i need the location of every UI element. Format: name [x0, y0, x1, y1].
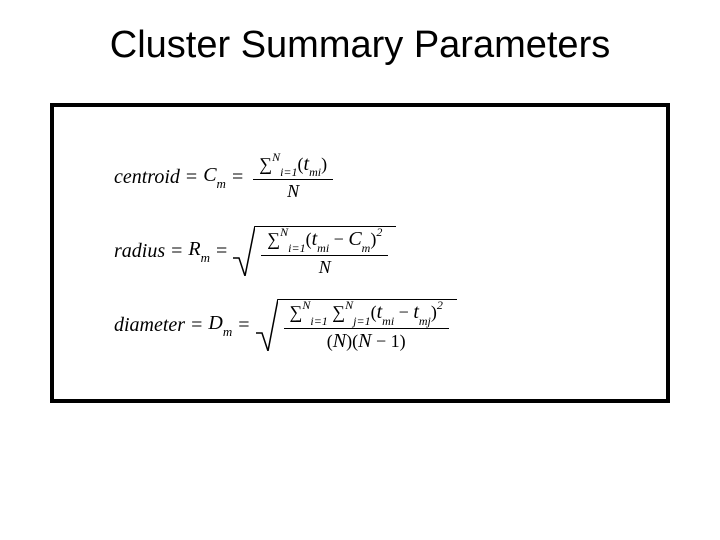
centroid-symbol: Cm	[203, 164, 226, 189]
diameter-label: diameter	[114, 314, 185, 337]
diameter-denominator: (N)(N − 1)	[321, 329, 412, 354]
radius-sqrt-body: ∑Ni=1(tmi − Cm)2 N	[255, 226, 396, 276]
slide: Cluster Summary Parameters centroid = Cm…	[0, 0, 720, 540]
formula-box: centroid = Cm = ∑Ni=1(tmi) N radius = Rm…	[50, 103, 670, 403]
radius-denominator: N	[313, 256, 337, 279]
equals: =	[232, 166, 243, 189]
sqrt-icon	[233, 226, 255, 276]
equals: =	[191, 314, 202, 337]
equals: =	[216, 240, 227, 263]
radius-symbol: Rm	[188, 238, 210, 263]
diameter-sqrt-body: ∑Ni=1 ∑Nj=1(tmi − tmj)2 (N)(N − 1)	[278, 299, 457, 351]
equals: =	[238, 314, 249, 337]
centroid-denominator: N	[281, 180, 305, 203]
radius-fraction: ∑Ni=1(tmi − Cm)2 N	[261, 226, 388, 279]
equals: =	[186, 166, 197, 189]
page-title: Cluster Summary Parameters	[40, 24, 680, 67]
centroid-label: centroid	[114, 166, 180, 189]
radius-sqrt: ∑Ni=1(tmi − Cm)2 N	[233, 226, 396, 276]
diameter-symbol: Dm	[208, 312, 232, 337]
radius-label: radius	[114, 240, 165, 263]
diameter-fraction: ∑Ni=1 ∑Nj=1(tmi − tmj)2 (N)(N − 1)	[284, 299, 449, 354]
centroid-fraction: ∑Ni=1(tmi) N	[253, 151, 333, 204]
radius-numerator: ∑Ni=1(tmi − Cm)2	[261, 226, 388, 256]
formula-centroid: centroid = Cm = ∑Ni=1(tmi) N	[74, 149, 646, 205]
sqrt-icon	[256, 299, 278, 351]
formula-diameter: diameter = Dm = ∑Ni=1 ∑Nj=1(tmi − tmj)2	[74, 297, 646, 353]
equals: =	[171, 240, 182, 263]
centroid-numerator: ∑Ni=1(tmi)	[253, 151, 333, 181]
diameter-numerator: ∑Ni=1 ∑Nj=1(tmi − tmj)2	[284, 299, 449, 329]
formula-radius: radius = Rm = ∑Ni=1(tmi − Cm)2 N	[74, 223, 646, 279]
diameter-sqrt: ∑Ni=1 ∑Nj=1(tmi − tmj)2 (N)(N − 1)	[256, 299, 457, 351]
